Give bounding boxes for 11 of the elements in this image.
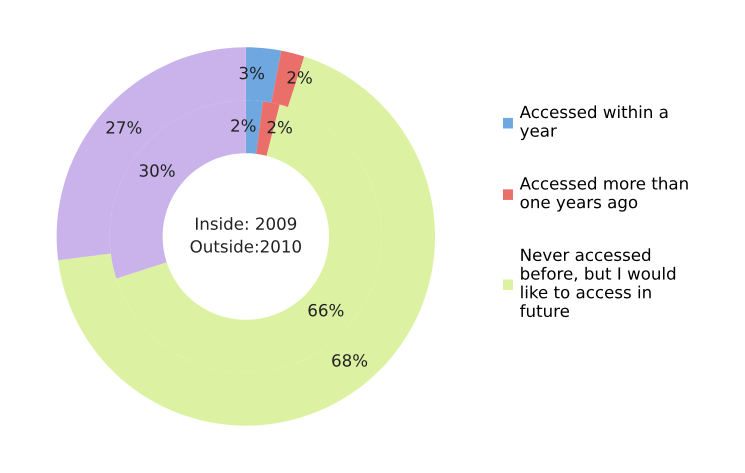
data-label: 3% <box>240 66 264 80</box>
legend-label: Accessed within a year <box>520 105 668 140</box>
text: Outside:2010 <box>190 240 301 253</box>
text: Inside: 2009 <box>196 217 296 230</box>
data-label: 68% <box>332 354 368 367</box>
legend-label: Accessed more than one years ago <box>520 176 688 212</box>
data-label: 2% <box>231 119 256 132</box>
legend-label: Never accessed before, but I would like to access in future <box>520 248 676 318</box>
data-label: 27% <box>106 121 142 134</box>
data-label: 30% <box>140 164 175 177</box>
data-label: 66% <box>308 304 344 316</box>
